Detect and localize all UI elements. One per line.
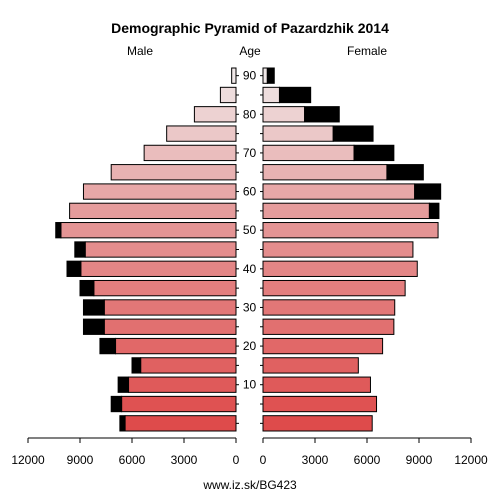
male-bar-45-49	[84, 241, 237, 258]
male-excess-bar-40-44	[66, 260, 82, 277]
female-x-tick-label: 6000	[354, 453, 381, 467]
age-tick-label: 30	[243, 300, 257, 314]
male-bar-80-84	[193, 106, 237, 123]
male-bars	[55, 67, 237, 432]
female-excess-bar-80-84	[304, 106, 340, 123]
age-tick-label: 70	[243, 146, 257, 160]
female-label: Female	[347, 44, 387, 58]
male-excess-bar-5-9	[110, 395, 123, 413]
male-bar-75-79	[166, 125, 237, 142]
age-tick-label: 80	[243, 107, 257, 121]
male-bar-15-19	[140, 357, 237, 374]
male-excess-bar-35-39	[79, 279, 95, 297]
male-bar-65-69	[110, 164, 237, 181]
age-tick-label: 50	[243, 223, 257, 237]
female-bar-50-54	[262, 222, 439, 239]
female-excess-bar-75-79	[332, 125, 374, 142]
male-bar-60-64	[82, 183, 237, 200]
female-bar-20-24	[262, 337, 384, 355]
male-bar-55-59	[69, 202, 237, 220]
male-bar-35-39	[93, 279, 237, 297]
male-excess-bar-20-24	[99, 337, 117, 355]
male-excess-bar-45-49	[74, 241, 86, 258]
male-bar-20-24	[115, 337, 237, 355]
female-bar-65-69	[262, 164, 388, 181]
age-tick-label: 20	[243, 339, 257, 353]
male-excess-bar-10-14	[117, 376, 130, 393]
male-excess-bar-25-29	[82, 318, 105, 335]
age-tick-label: 40	[243, 262, 257, 276]
female-x-tick-label: 9000	[406, 453, 433, 467]
male-x-tick-label: 9000	[67, 453, 94, 467]
female-excess-bar-55-59	[428, 202, 440, 220]
female-bar-75-79	[262, 125, 334, 142]
male-bar-5-9	[121, 395, 237, 413]
female-bar-0-4	[262, 415, 373, 432]
female-excess-bar-85-89	[278, 86, 312, 104]
female-excess-bar-90+	[266, 67, 275, 84]
chart-title: Demographic Pyramid of Pazardzhik 2014	[111, 20, 389, 36]
female-bar-45-49	[262, 241, 414, 258]
female-x-tick-label: 12000	[454, 453, 488, 467]
female-bar-70-74	[262, 144, 355, 162]
male-bar-50-54	[60, 222, 237, 239]
female-excess-bar-70-74	[353, 144, 395, 162]
footer-url: www.iz.sk/BG423	[202, 478, 297, 492]
female-bar-85-89	[262, 86, 280, 104]
female-bars	[262, 67, 442, 432]
male-x-tick-label: 3000	[171, 453, 198, 467]
male-x-tick-label: 6000	[119, 453, 146, 467]
male-excess-bar-50-54	[55, 222, 62, 239]
male-bar-0-4	[124, 415, 237, 432]
male-label: Male	[127, 44, 153, 58]
female-bar-10-14	[262, 376, 371, 393]
female-excess-bar-65-69	[386, 164, 424, 181]
age-tick-label: 10	[243, 378, 257, 392]
female-bar-40-44	[262, 260, 418, 277]
female-excess-bar-60-64	[414, 183, 442, 200]
female-x-tick-label: 0	[260, 453, 267, 467]
male-x-tick-label: 12000	[11, 453, 45, 467]
female-bar-35-39	[262, 279, 406, 297]
male-excess-bar-30-34	[82, 299, 105, 316]
female-bar-30-34	[262, 299, 396, 316]
male-x-axis: 0 3000 6000 9000 12000	[11, 437, 240, 467]
male-bar-85-89	[219, 86, 237, 104]
age-tick-label: 60	[243, 185, 257, 199]
male-excess-bar-0-4	[119, 415, 126, 432]
male-bar-90+	[231, 67, 237, 84]
age-axis: 10 20 30 40 50 60 70 80 90	[236, 69, 263, 424]
female-bar-5-9	[262, 395, 378, 413]
female-bar-60-64	[262, 183, 416, 200]
male-bar-70-74	[143, 144, 237, 162]
male-bar-25-29	[103, 318, 237, 335]
age-tick-label: 90	[243, 69, 257, 83]
female-bar-25-29	[262, 318, 395, 335]
male-bar-30-34	[103, 299, 237, 316]
female-x-axis: 0 3000 6000 9000 12000	[260, 437, 488, 467]
female-bar-55-59	[262, 202, 430, 220]
age-label: Age	[239, 44, 261, 58]
male-x-tick-label: 0	[233, 453, 240, 467]
female-bar-15-19	[262, 357, 359, 374]
female-x-tick-label: 3000	[302, 453, 329, 467]
male-excess-bar-15-19	[131, 357, 142, 374]
male-bar-40-44	[80, 260, 237, 277]
female-bar-80-84	[262, 106, 306, 123]
male-bar-10-14	[128, 376, 237, 393]
female-bar-90+	[262, 67, 268, 84]
